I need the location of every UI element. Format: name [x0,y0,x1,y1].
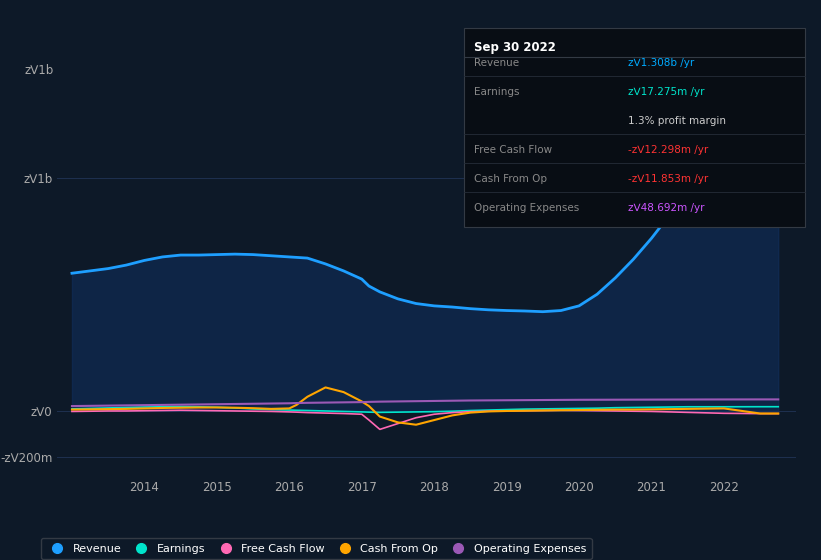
Text: 1.3% profit margin: 1.3% profit margin [628,116,726,126]
Text: -zᐯ12.298m /yr: -zᐯ12.298m /yr [628,145,709,155]
Text: Sep 30 2022: Sep 30 2022 [474,40,556,54]
Text: Free Cash Flow: Free Cash Flow [474,145,552,155]
Text: Operating Expenses: Operating Expenses [474,203,579,213]
Text: -zᐯ11.853m /yr: -zᐯ11.853m /yr [628,174,709,184]
Text: zᐯ48.692m /yr: zᐯ48.692m /yr [628,203,704,213]
Text: Cash From Op: Cash From Op [474,174,547,184]
Text: Earnings: Earnings [474,87,519,97]
Text: zᐯ1b: zᐯ1b [24,63,53,77]
Legend: Revenue, Earnings, Free Cash Flow, Cash From Op, Operating Expenses: Revenue, Earnings, Free Cash Flow, Cash … [40,538,592,559]
Text: zᐯ17.275m /yr: zᐯ17.275m /yr [628,87,704,97]
Text: Revenue: Revenue [474,58,519,68]
Text: zᐯ1.308b /yr: zᐯ1.308b /yr [628,58,695,68]
